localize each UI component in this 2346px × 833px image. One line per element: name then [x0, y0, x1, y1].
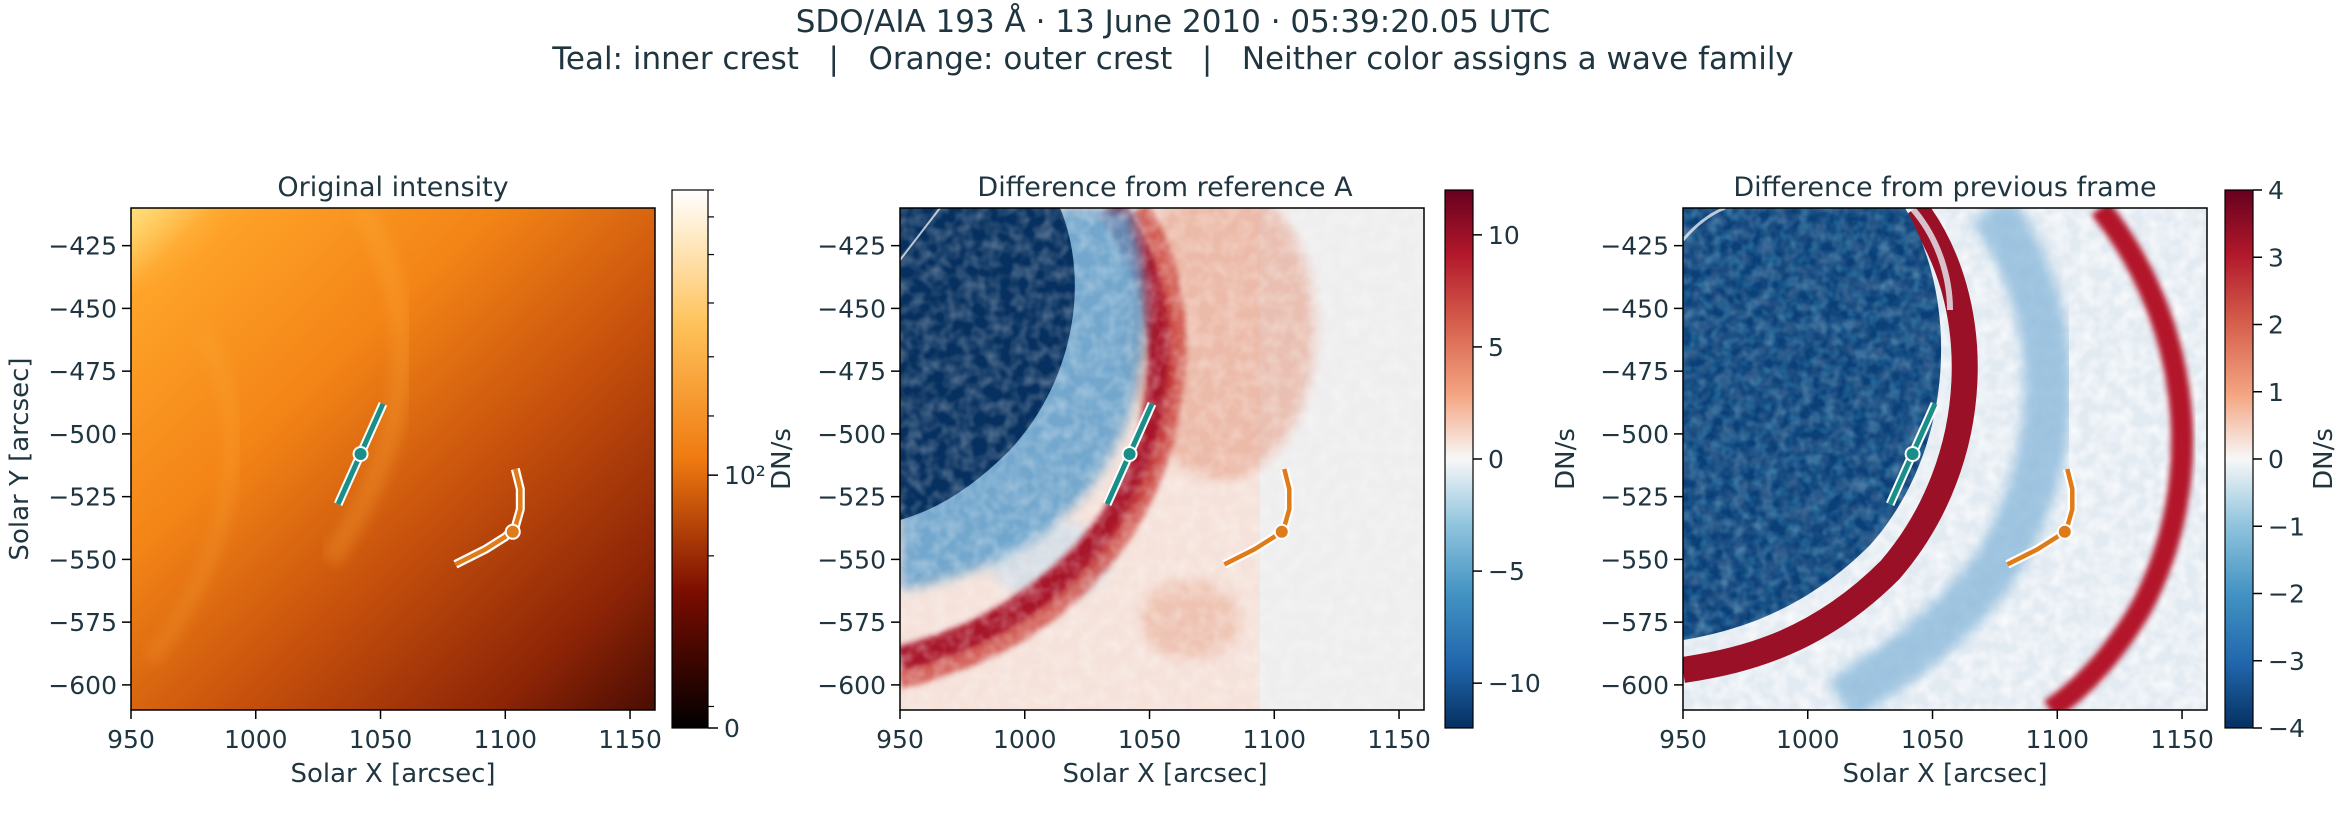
y-tick-label: −425	[817, 232, 886, 261]
x-tick-label: 1050	[1118, 725, 1182, 754]
colorbar-tick-label: 2	[2268, 311, 2284, 340]
y-tick-label: −575	[817, 608, 886, 637]
colorbar-tick-label: 5	[1488, 333, 1504, 362]
inner-crest-marker	[1904, 445, 1921, 462]
outer-crest-marker	[1273, 523, 1290, 540]
colorbar	[671, 189, 709, 729]
legend-separator: |	[1172, 41, 1242, 77]
y-tick-label: −525	[817, 483, 886, 512]
colorbar-tick-label: 3	[2268, 243, 2284, 272]
colorbar-tick-label: 10²	[724, 461, 766, 490]
colorbar-tick-label: −5	[1488, 557, 1525, 586]
colorbar-label: DN/s	[767, 428, 797, 490]
colorbar-tick-label: 10	[1488, 221, 1520, 250]
figure-title: SDO/AIA 193 Å · 13 June 2010 · 05:39:20.…	[795, 4, 1551, 40]
legend-orange: Orange: outer crest	[868, 41, 1173, 77]
colorbar-tick-label: 0	[1488, 445, 1504, 474]
panel-title: Difference from reference A	[977, 172, 1353, 203]
y-tick-label: −600	[48, 671, 117, 700]
intensity-image	[131, 208, 655, 710]
difference-reference-image	[900, 208, 1424, 710]
inner-crest-marker	[1121, 445, 1138, 462]
colorbar-tick-label: −2	[2268, 580, 2305, 609]
x-axis-label: Solar X [arcsec]	[1062, 759, 1267, 789]
y-tick-label: −500	[48, 420, 117, 449]
colorbar-tick-label: 0	[2268, 445, 2284, 474]
x-tick-label: 1100	[2025, 725, 2089, 754]
x-axis-label: Solar X [arcsec]	[1842, 759, 2047, 789]
colorbar-label: DN/s	[1551, 428, 1581, 490]
x-tick-label: 950	[1659, 725, 1707, 754]
outer-crest-marker	[2056, 523, 2073, 540]
x-tick-label: 1050	[1901, 725, 1965, 754]
x-tick-label: 1150	[598, 725, 662, 754]
x-tick-label: 1050	[349, 725, 413, 754]
colorbar-tick-label: 0	[724, 714, 740, 743]
inner-crest-marker	[352, 445, 369, 462]
y-axis-label: Solar Y [arcsec]	[5, 357, 35, 560]
y-tick-label: −525	[1600, 483, 1669, 512]
difference-previous-image	[1683, 208, 2207, 710]
panel-difference-previous: 950 1000 1050 1100 1150 −425 −450 −475 −500 −525 −…	[1600, 172, 2339, 789]
panel-difference-reference: 950 1000 1050 1100 1150−425−450−475−500−525−…	[817, 172, 1581, 789]
figure-legend: Teal: inner crest | Orange: outer crest …	[0, 41, 2346, 77]
y-tick-label: −425	[48, 232, 117, 261]
panel-original-intensity: 950 1000 1050 1100 1150 −425 −450 −475 −500 −525 −…	[5, 172, 797, 789]
colorbar-tick-label: −10	[1488, 669, 1541, 698]
y-tick-label: −475	[48, 357, 117, 386]
y-tick-label: −475	[1600, 357, 1669, 386]
y-tick-label: −525	[48, 483, 117, 512]
y-tick-label: −550	[817, 545, 886, 574]
x-tick-label: 1100	[473, 725, 537, 754]
y-tick-label: −425	[1600, 232, 1669, 261]
legend-note: Neither color assigns a wave family	[1241, 41, 1794, 77]
x-tick-label: 950	[876, 725, 924, 754]
y-tick-label: −500	[817, 420, 886, 449]
y-tick-label: −550	[48, 545, 117, 574]
panel-title: Original intensity	[277, 172, 508, 203]
y-tick-label: −450	[1600, 294, 1669, 323]
colorbar-tick-label: 4	[2268, 176, 2284, 205]
y-tick-label: −450	[817, 294, 886, 323]
x-tick-label: 1100	[1242, 725, 1306, 754]
colorbar-tick-label: −4	[2268, 714, 2305, 743]
y-tick-label: −450	[48, 294, 117, 323]
x-tick-label: 1000	[1776, 725, 1840, 754]
legend-separator: |	[798, 41, 869, 77]
colorbar-tick-label: −1	[2268, 512, 2305, 541]
colorbar	[1444, 189, 1474, 729]
y-tick-label: −600	[1600, 671, 1669, 700]
y-tick-label: −575	[48, 608, 117, 637]
x-tick-label: 1150	[1367, 725, 1431, 754]
colorbar-label: DN/s	[2309, 428, 2339, 490]
x-tick-label: 1150	[2150, 725, 2214, 754]
outer-crest-marker	[504, 523, 521, 540]
y-tick-label: −500	[1600, 420, 1669, 449]
x-tick-label: 950	[107, 725, 155, 754]
y-tick-label: −550	[1600, 545, 1669, 574]
panel-title: Difference from previous frame	[1733, 172, 2156, 203]
colorbar-tick-label: −3	[2268, 647, 2305, 676]
x-tick-label: 1000	[993, 725, 1057, 754]
y-tick-label: −575	[1600, 608, 1669, 637]
colorbar-tick-label: 1	[2268, 378, 2284, 407]
x-axis-label: Solar X [arcsec]	[290, 759, 495, 789]
y-tick-label: −600	[817, 671, 886, 700]
y-tick-label: −475	[817, 357, 886, 386]
colorbar	[2224, 189, 2254, 729]
x-tick-label: 1000	[224, 725, 288, 754]
legend-teal: Teal: inner crest	[552, 41, 799, 77]
